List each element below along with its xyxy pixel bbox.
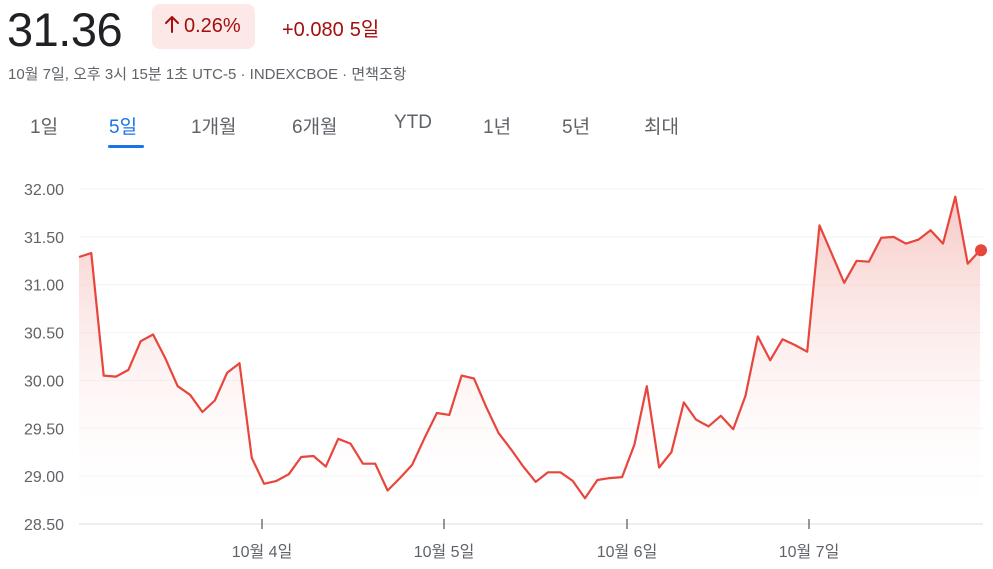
timestamp-and-source: 10월 7일, 오후 3시 15분 1초 UTC-5 · INDEXCBOE ·…: [8, 66, 407, 83]
price-line: [78, 195, 981, 500]
y-tick-label: 29.00: [24, 469, 64, 486]
active-tab-indicator: [108, 145, 144, 148]
x-tick-label: 10월 4일: [232, 543, 293, 561]
y-tick-label: 29.50: [24, 421, 64, 438]
arrow-up-icon: [164, 15, 180, 39]
tab-1d[interactable]: 1일: [30, 117, 59, 138]
price-area-fill: [79, 196, 980, 524]
tab-1y[interactable]: 1년: [483, 117, 512, 138]
y-tick-label: 31.00: [24, 278, 64, 295]
y-tick-label: 30.50: [24, 326, 64, 343]
change-summary: +0.080 5일: [282, 13, 379, 42]
tab-5d[interactable]: 5일: [109, 117, 138, 138]
x-tick-label: 10월 6일: [597, 543, 658, 561]
y-tick-label: 30.00: [24, 373, 64, 390]
x-tick-label: 10월 5일: [414, 543, 475, 561]
tab-5y[interactable]: 5년: [562, 117, 591, 138]
y-tick-label: 32.00: [24, 182, 64, 199]
tab-max[interactable]: 최대: [644, 117, 679, 138]
tab-ytd[interactable]: YTD: [394, 112, 432, 133]
change-value: +0.080: [282, 19, 344, 41]
change-percent-badge: 0.26%: [152, 4, 255, 49]
y-tick-label: 28.50: [24, 517, 64, 534]
current-price: 31.36: [7, 3, 123, 56]
y-tick-label: 31.50: [24, 230, 64, 247]
change-period: 5일: [349, 19, 380, 41]
tab-6m[interactable]: 6개월: [292, 117, 338, 138]
range-tabs: 1일 5일 1개월 6개월 YTD 1년 5년 최대: [0, 112, 993, 152]
x-tick-label: 10월 7일: [779, 543, 840, 561]
tab-1m[interactable]: 1개월: [191, 117, 237, 138]
change-percent: 0.26%: [184, 15, 241, 37]
last-price-marker: [975, 244, 987, 257]
